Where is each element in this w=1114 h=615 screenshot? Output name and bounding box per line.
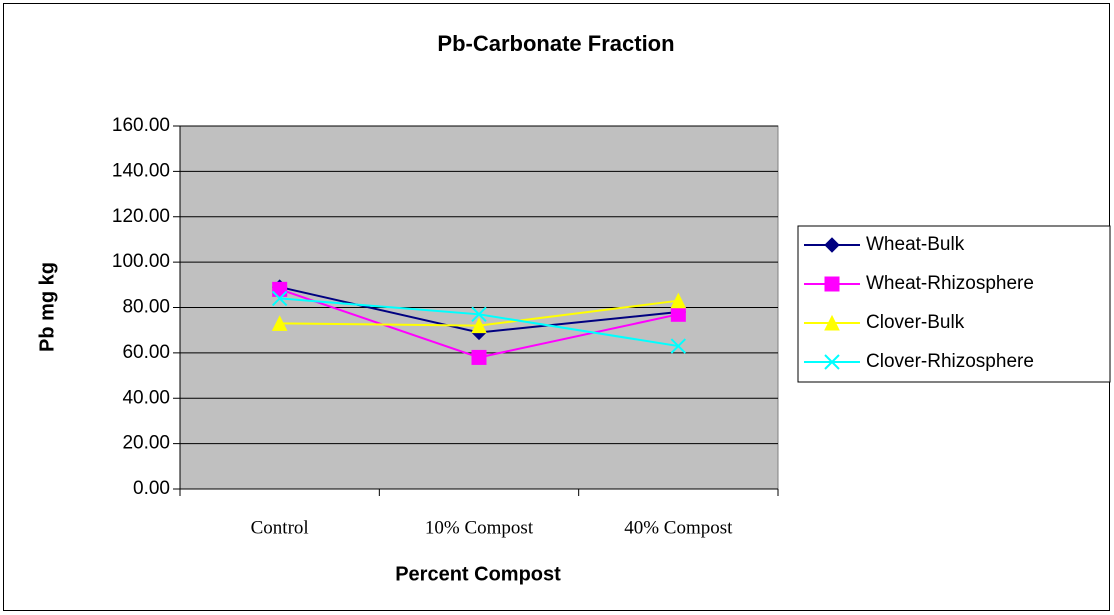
y-tick-label: 100.00 xyxy=(112,251,170,272)
y-tick-label: 80.00 xyxy=(122,297,170,318)
legend-box xyxy=(797,225,1111,383)
y-tick-label: 140.00 xyxy=(112,160,170,181)
marker xyxy=(272,281,288,297)
x-axis-title: Percent Compost xyxy=(395,563,561,585)
y-tick-label: 40.00 xyxy=(122,387,170,408)
x-tick-label: Control xyxy=(251,517,309,538)
marker xyxy=(670,338,687,354)
chart-title: Pb-Carbonate Fraction xyxy=(437,31,674,56)
legend-marker xyxy=(824,237,840,253)
marker xyxy=(271,315,288,331)
marker xyxy=(471,317,487,334)
y-tick-label: 60.00 xyxy=(122,342,170,363)
legend-marker xyxy=(824,314,840,331)
marker xyxy=(670,292,687,309)
legend-label: Wheat-Bulk xyxy=(866,234,965,255)
marker xyxy=(670,306,686,322)
marker xyxy=(271,290,288,307)
x-tick-label: 10% Compost xyxy=(425,517,534,538)
legend-label: Clover-Bulk xyxy=(866,312,965,333)
legend-marker xyxy=(824,276,840,292)
marker xyxy=(471,349,487,365)
legend-label: Clover-Rhizosphere xyxy=(866,351,1034,372)
x-tick-label: 40% Compost xyxy=(624,517,733,538)
y-axis-title: Pb mg kg xyxy=(36,262,58,352)
y-tick-label: 20.00 xyxy=(122,433,170,454)
y-tick-label: 160.00 xyxy=(112,115,170,136)
legend-label: Wheat-Rhizosphere xyxy=(866,273,1034,294)
y-tick-label: 120.00 xyxy=(112,206,170,227)
legend-marker xyxy=(824,354,840,370)
y-tick-label: 0.00 xyxy=(133,478,170,499)
marker xyxy=(471,306,487,323)
